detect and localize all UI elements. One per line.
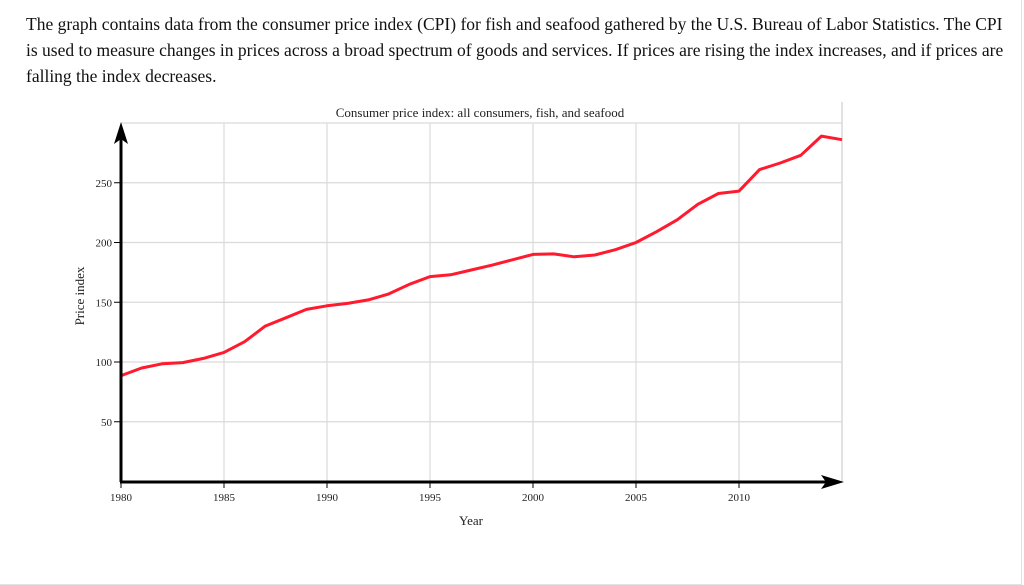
y-tick-label: 150 (96, 297, 113, 309)
y-axis-arrow-icon (114, 122, 128, 144)
x-tick-label: 2005 (625, 492, 648, 504)
x-tick-label: 1985 (213, 492, 236, 504)
x-tick-label: 2010 (728, 492, 751, 504)
y-tick-label: 200 (96, 238, 113, 250)
y-tick-label: 100 (96, 357, 113, 369)
series-line-cpi (120, 134, 843, 378)
y-tick-label: 250 (96, 178, 113, 190)
data-points (121, 136, 842, 376)
x-tick-label: 1990 (316, 492, 339, 504)
x-tick-label: 1995 (419, 492, 442, 504)
y-tick-label: 50 (101, 417, 113, 429)
grid (121, 122, 842, 482)
intro-text: The graph contains data from the consume… (26, 14, 1004, 86)
chart-title: Consumer price index: all consumers, fis… (336, 105, 625, 120)
x-axis-arrow-icon (821, 475, 844, 489)
x-tick-label: 1980 (110, 492, 133, 504)
x-axis-label: Year (459, 513, 484, 528)
ticks: 1980 1985 1990 1995 2000 2005 2010 50 100 150 200 2… (96, 178, 751, 504)
x-tick-label: 2000 (522, 492, 545, 504)
y-axis-label: Price index (72, 266, 87, 325)
